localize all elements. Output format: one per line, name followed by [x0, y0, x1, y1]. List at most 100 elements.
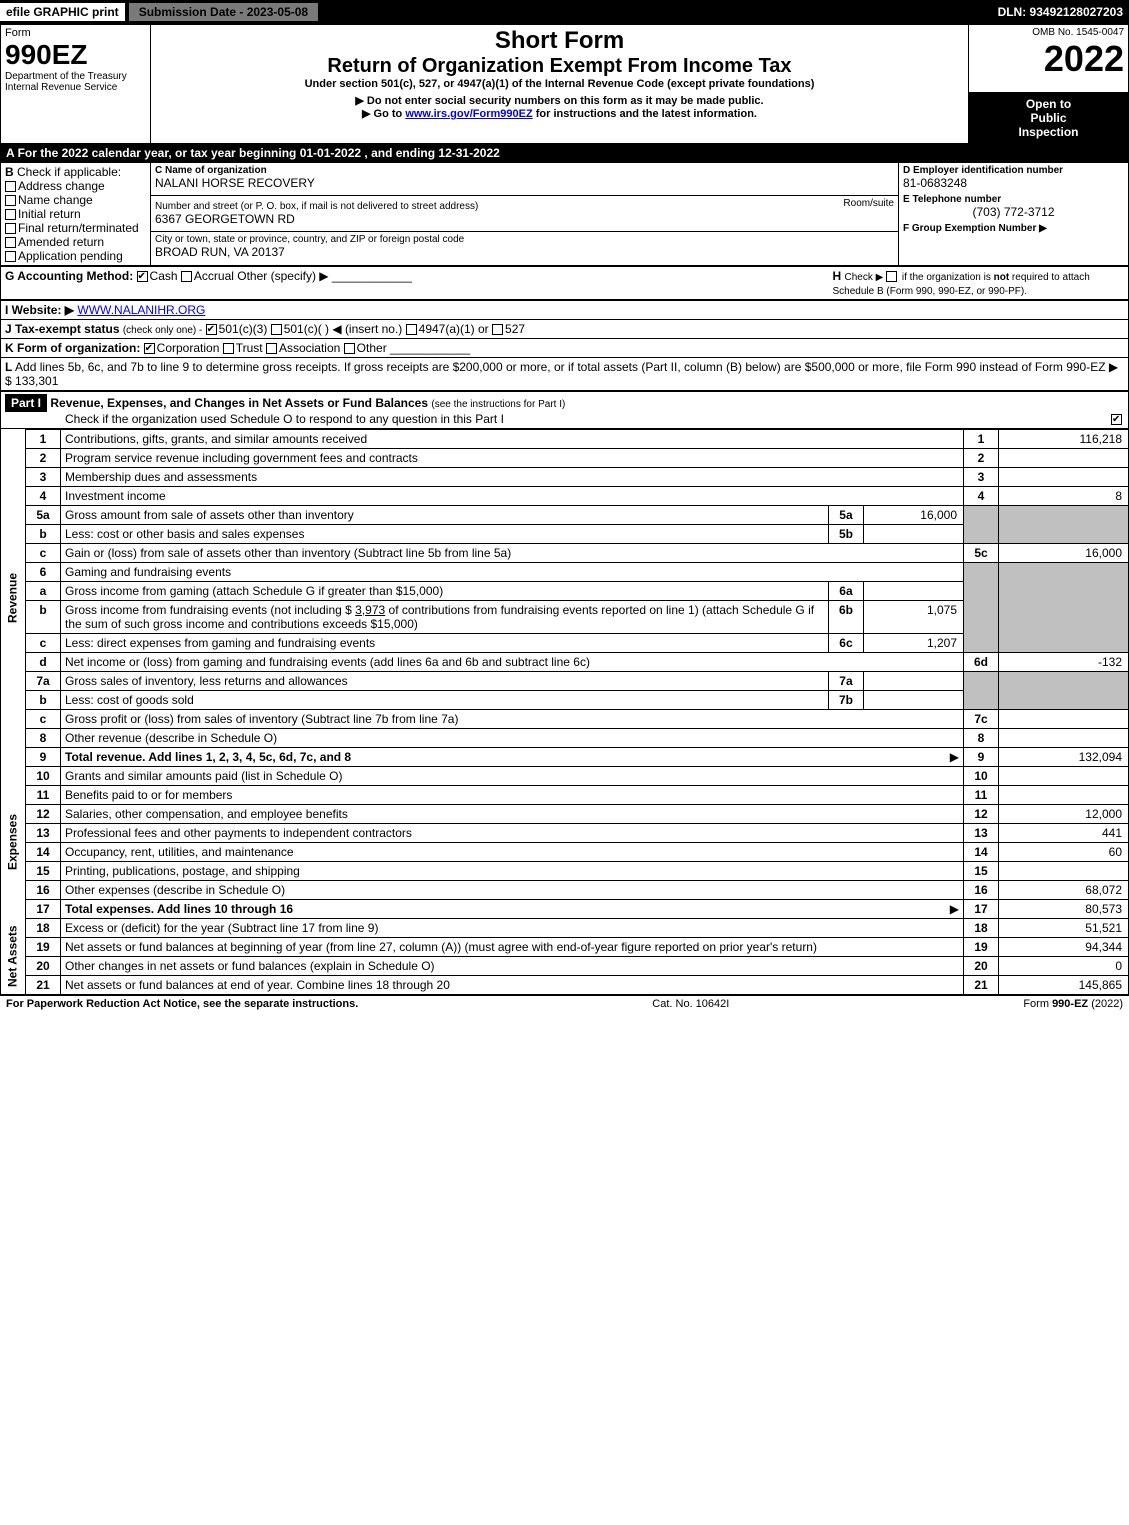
line1-value: 116,218 [999, 429, 1129, 448]
J-label: J Tax-exempt status [5, 322, 120, 336]
irs-label: Internal Revenue Service [5, 82, 146, 93]
line16-value: 68,072 [999, 880, 1129, 899]
website-link[interactable]: WWW.NALANIHR.ORG [77, 303, 205, 317]
B-label: B [5, 165, 14, 179]
line6c-value: 1,207 [863, 633, 963, 652]
line4-value: 8 [999, 486, 1129, 505]
amended-return-checkbox[interactable] [5, 237, 16, 248]
line8-value [999, 728, 1129, 747]
IJK-table: I Website: ▶ WWW.NALANIHR.ORG J Tax-exem… [0, 300, 1129, 391]
top-bar: efile GRAPHIC print Submission Date - 20… [0, 0, 1129, 24]
G-label: G Accounting Method: [5, 269, 133, 283]
501c-checkbox[interactable] [271, 324, 282, 335]
I-label: I Website: ▶ [5, 303, 74, 317]
line7b-value [863, 690, 963, 709]
tax-year: 2022 [973, 38, 1124, 80]
form-word: Form [5, 27, 146, 39]
line18-value: 51,521 [999, 918, 1129, 937]
4947a1-checkbox[interactable] [406, 324, 417, 335]
line12-value: 12,000 [999, 804, 1129, 823]
other-org-checkbox[interactable] [344, 343, 355, 354]
return-title: Return of Organization Exempt From Incom… [155, 55, 964, 78]
org-name: NALANI HORSE RECOVERY [155, 176, 894, 190]
GH-table: G Accounting Method: Cash Accrual Other … [0, 266, 1129, 300]
part-I-title: Revenue, Expenses, and Changes in Net As… [50, 396, 428, 410]
line21-value: 145,865 [999, 975, 1129, 994]
D-label: D Employer identification number [903, 165, 1124, 176]
city-value: BROAD RUN, VA 20137 [155, 245, 894, 259]
dln-number: DLN: 93492128027203 [998, 5, 1129, 19]
address-change-checkbox[interactable] [5, 181, 16, 192]
line5a-value: 16,000 [863, 505, 963, 524]
org-info-table: B Check if applicable: Address change Na… [0, 162, 1129, 266]
H-label: H [833, 269, 842, 283]
page-footer: For Paperwork Reduction Act Notice, see … [0, 995, 1129, 1012]
line6d-value: -132 [999, 652, 1129, 671]
line5c-value: 16,000 [999, 543, 1129, 562]
H-text: Check ▶ if the organization is not requi… [833, 272, 1090, 297]
city-label: City or town, state or province, country… [155, 234, 894, 245]
line-A: A For the 2022 calendar year, or tax yea… [0, 144, 1129, 162]
L-label: L [5, 360, 12, 374]
line10-value [999, 766, 1129, 785]
final-return-checkbox[interactable] [5, 223, 16, 234]
cat-no: Cat. No. 10642I [652, 998, 729, 1010]
application-pending-checkbox[interactable] [5, 251, 16, 262]
line3-value [999, 467, 1129, 486]
C-label: C Name of organization [155, 165, 894, 176]
line9-value: 132,094 [999, 747, 1129, 766]
form-ref: Form 990-EZ (2022) [1023, 998, 1123, 1010]
E-label: E Telephone number [903, 194, 1124, 205]
telephone-value: (703) 772-3712 [903, 205, 1124, 219]
form-header-table: Form 990EZ Department of the Treasury In… [0, 24, 1129, 144]
ssn-warning: ▶ Do not enter social security numbers o… [155, 94, 964, 107]
L-text: Add lines 5b, 6c, and 7b to line 9 to de… [15, 360, 1106, 374]
street-value: 6367 GEORGETOWN RD [155, 212, 295, 226]
schedule-o-checkbox[interactable] [1111, 414, 1122, 425]
street-label: Number and street (or P. O. box, if mail… [155, 201, 478, 212]
line5b-value [863, 524, 963, 543]
revenue-section-label: Revenue [1, 429, 26, 766]
ein-value: 81-0683248 [903, 176, 1124, 190]
goto-instructions: ▶ Go to www.irs.gov/Form990EZ for instru… [155, 107, 964, 120]
under-section: Under section 501(c), 527, or 4947(a)(1)… [155, 78, 964, 90]
F-label: F Group Exemption Number ▶ [903, 223, 1124, 234]
line11-value [999, 785, 1129, 804]
line14-value: 60 [999, 842, 1129, 861]
gross-receipts-value: 133,301 [15, 374, 58, 388]
irs-link[interactable]: www.irs.gov/Form990EZ [405, 108, 532, 120]
paperwork-notice: For Paperwork Reduction Act Notice, see … [6, 998, 358, 1010]
schedule-b-checkbox[interactable] [886, 271, 897, 282]
line19-value: 94,344 [999, 937, 1129, 956]
line17-value: 80,573 [999, 899, 1129, 918]
trust-checkbox[interactable] [223, 343, 234, 354]
initial-return-checkbox[interactable] [5, 209, 16, 220]
efile-print-label[interactable]: efile GRAPHIC print [0, 3, 125, 21]
check-if-applicable: Check if applicable: [17, 165, 121, 179]
line7a-value [863, 671, 963, 690]
line15-value [999, 861, 1129, 880]
line6a-value [863, 581, 963, 600]
corporation-checkbox[interactable] [144, 343, 155, 354]
accrual-checkbox[interactable] [181, 271, 192, 282]
dept-treasury: Department of the Treasury [5, 71, 146, 82]
line7c-value [999, 709, 1129, 728]
527-checkbox[interactable] [492, 324, 503, 335]
line6b-contrib-amount: 3,973 [355, 603, 385, 617]
501c3-checkbox[interactable] [206, 324, 217, 335]
part-I-label: Part I [5, 394, 47, 412]
line13-value: 441 [999, 823, 1129, 842]
name-change-checkbox[interactable] [5, 195, 16, 206]
expenses-section-label: Expenses [1, 766, 26, 918]
open-to: Open to [973, 97, 1124, 111]
short-form-title: Short Form [155, 27, 964, 55]
cash-checkbox[interactable] [137, 271, 148, 282]
line20-value: 0 [999, 956, 1129, 975]
submission-date: Submission Date - 2023-05-08 [129, 3, 318, 21]
association-checkbox[interactable] [266, 343, 277, 354]
public: Public [973, 111, 1124, 125]
room-label: Room/suite [843, 198, 894, 209]
form-number: 990EZ [5, 39, 146, 71]
line6b-value: 1,075 [863, 600, 963, 633]
line2-value [999, 448, 1129, 467]
